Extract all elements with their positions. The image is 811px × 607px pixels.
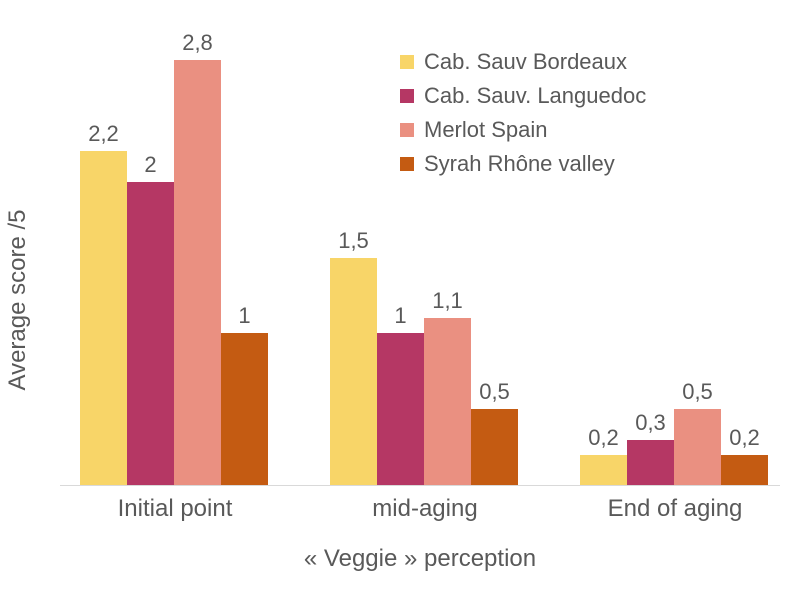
category-labels: Initial point mid-aging End of aging: [60, 495, 780, 525]
bar-value-label: 1,1: [424, 288, 471, 314]
legend-label: Syrah Rhône valley: [424, 147, 615, 181]
bar: 2,2: [80, 151, 127, 485]
bar-value-label: 1: [221, 303, 268, 329]
bar-group: 2,222,81: [80, 30, 270, 485]
legend-item: Merlot Spain: [400, 113, 646, 147]
bar: 1,5: [330, 258, 377, 486]
legend-item: Cab. Sauv Bordeaux: [400, 45, 646, 79]
category-label: Initial point: [80, 495, 270, 523]
bar: 1,1: [424, 318, 471, 485]
legend-item: Syrah Rhône valley: [400, 147, 646, 181]
legend-label: Cab. Sauv. Languedoc: [424, 79, 646, 113]
bar: 0,2: [580, 455, 627, 485]
bar: 1: [377, 333, 424, 485]
bar-value-label: 2,8: [174, 30, 221, 56]
bar-value-label: 0,2: [580, 425, 627, 451]
bar-value-label: 0,2: [721, 425, 768, 451]
category-label: End of aging: [580, 495, 770, 523]
bar-value-label: 0,3: [627, 410, 674, 436]
bar-value-label: 0,5: [674, 379, 721, 405]
legend-swatch: [400, 55, 414, 69]
bar-value-label: 2,2: [80, 121, 127, 147]
bar-value-label: 1: [377, 303, 424, 329]
bar: 1: [221, 333, 268, 485]
bar: 2,8: [174, 60, 221, 485]
y-axis-label: Average score /5: [4, 210, 32, 391]
legend-label: Merlot Spain: [424, 113, 548, 147]
bar: 0,5: [471, 409, 518, 485]
bar-chart: Average score /5 2,222,811,511,10,50,20,…: [0, 0, 811, 607]
legend-item: Cab. Sauv. Languedoc: [400, 79, 646, 113]
bar: 0,3: [627, 440, 674, 486]
legend-label: Cab. Sauv Bordeaux: [424, 45, 627, 79]
legend: Cab. Sauv BordeauxCab. Sauv. LanguedocMe…: [400, 45, 646, 181]
bar-value-label: 0,5: [471, 379, 518, 405]
bar-value-label: 2: [127, 152, 174, 178]
bar-value-label: 1,5: [330, 228, 377, 254]
x-axis-label: « Veggie » perception: [60, 545, 780, 573]
legend-swatch: [400, 157, 414, 171]
bar: 0,2: [721, 455, 768, 485]
legend-swatch: [400, 123, 414, 137]
legend-swatch: [400, 89, 414, 103]
bar: 2: [127, 182, 174, 485]
category-label: mid-aging: [330, 495, 520, 523]
bar: 0,5: [674, 409, 721, 485]
